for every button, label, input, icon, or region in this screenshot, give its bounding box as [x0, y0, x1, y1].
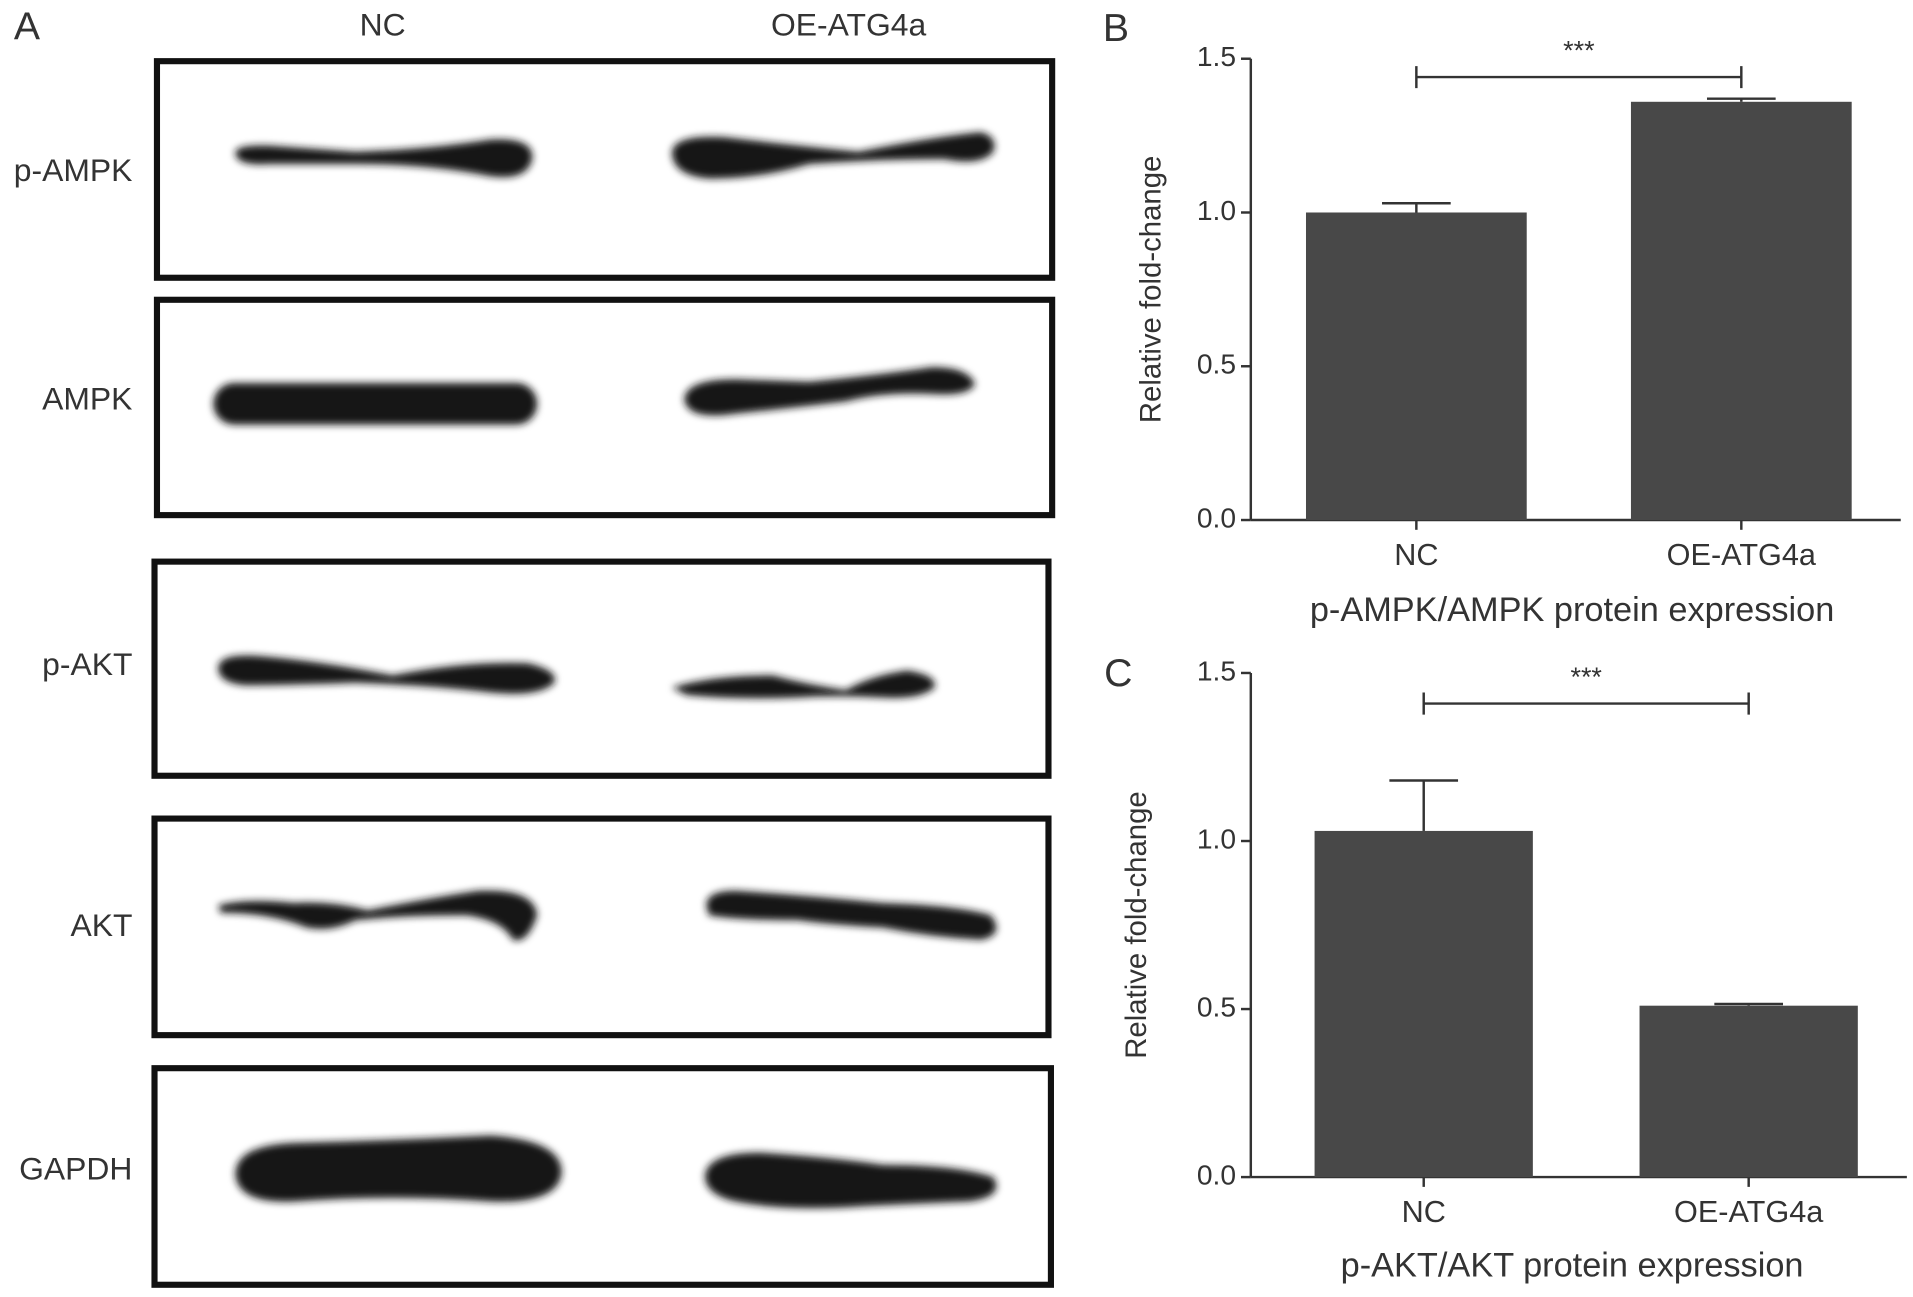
row-label: GAPDH	[19, 1150, 132, 1186]
bar	[1630, 101, 1852, 521]
bar	[1639, 1005, 1858, 1178]
row-label: AMPK	[42, 381, 132, 417]
band	[672, 132, 995, 179]
y-tick-label: 1.0	[1197, 194, 1236, 226]
blot-box	[153, 58, 1056, 281]
x-axis-label: p-AMPK/AMPK protein expression	[1310, 591, 1835, 629]
panel-letter: C	[1104, 652, 1132, 695]
y-axis-label: Relative fold-change	[1134, 156, 1167, 424]
band	[706, 890, 997, 940]
significance-bracket	[1422, 692, 1750, 715]
row-label: AKT	[70, 907, 132, 943]
x-tick-label: NC	[1394, 538, 1438, 572]
band	[672, 670, 935, 699]
band	[235, 139, 533, 178]
band	[684, 367, 975, 416]
significance-label: ***	[1563, 36, 1595, 66]
y-tick-label: 0.5	[1197, 348, 1236, 380]
row-label: p-AKT	[42, 646, 132, 682]
y-tick-label: 0.0	[1197, 501, 1236, 533]
y-tick-label: 1.5	[1197, 654, 1236, 686]
lane-label: OE-ATG4a	[771, 6, 927, 42]
blot-box	[151, 815, 1052, 1039]
y-tick-label: 1.0	[1197, 822, 1236, 854]
panel-letter: B	[1103, 7, 1129, 50]
y-axis-label: Relative fold-change	[1120, 791, 1153, 1059]
lane-label: NC	[360, 6, 406, 42]
significance-label: ***	[1570, 662, 1602, 692]
blot-box	[153, 296, 1056, 519]
significance-bracket	[1415, 66, 1743, 89]
x-tick-label: OE-ATG4a	[1674, 1195, 1824, 1229]
blot-box	[151, 1065, 1054, 1288]
y-tick-label: 0.5	[1197, 991, 1236, 1023]
bar	[1314, 830, 1533, 1178]
bar	[1305, 212, 1527, 521]
panel-letter: A	[14, 6, 41, 49]
band	[235, 1135, 562, 1202]
band	[218, 890, 538, 941]
band	[213, 382, 538, 425]
row-label: p-AMPK	[14, 152, 133, 188]
y-tick-label: 1.5	[1197, 40, 1236, 72]
y-tick-label: 0.0	[1197, 1159, 1236, 1191]
blot-panel: A NC OE-ATG4a p-AMPK AMPK p-AKT AKT GAPD…	[14, 6, 1056, 1288]
blot-box	[151, 558, 1052, 779]
band	[705, 1152, 997, 1209]
band	[218, 655, 555, 694]
x-tick-label: OE-ATG4a	[1667, 538, 1817, 572]
x-tick-label: NC	[1402, 1195, 1446, 1229]
x-axis-label: p-AKT/AKT protein expression	[1341, 1247, 1804, 1285]
